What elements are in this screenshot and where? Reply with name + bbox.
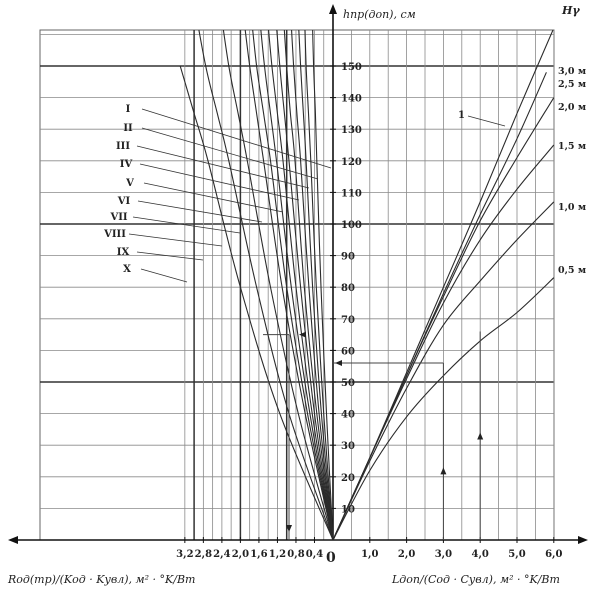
left-curve-4 xyxy=(268,30,334,540)
left-curve-label: II xyxy=(123,123,133,134)
left-curve-label: I xyxy=(126,104,131,115)
left-tick-label: 2,0 xyxy=(232,549,249,560)
guide-arrow xyxy=(299,331,307,338)
h-gamma-label: 2,0 м xyxy=(558,102,586,113)
guide-arrow xyxy=(286,525,293,532)
left-extra-curve xyxy=(222,30,334,540)
h-gamma-label: 1,0 м xyxy=(558,202,586,213)
left-tick-label: 2,8 xyxy=(195,549,212,560)
right-axis-arrow xyxy=(578,536,588,544)
curve-leader-line xyxy=(136,145,310,189)
curve-leader-line xyxy=(143,182,284,213)
h-gamma-title: Hγ xyxy=(561,4,580,17)
left-tick-label: 3,2 xyxy=(176,549,193,560)
h-gamma-label: 0,5 м xyxy=(558,265,586,276)
origin-label: 0 xyxy=(326,550,336,566)
left-curve-label: X xyxy=(123,264,131,275)
h-gamma-label: 1,5 м xyxy=(558,141,586,152)
curve-leader-line xyxy=(140,268,188,283)
left-axis-arrow xyxy=(8,536,18,544)
h-tick-label: 90 xyxy=(341,252,355,263)
left-curve-label: VI xyxy=(117,196,131,207)
left-curve-label: VIII xyxy=(103,229,126,240)
right-curve-4 xyxy=(332,144,554,540)
guide-arrow xyxy=(477,432,484,440)
curve-leader-line xyxy=(141,127,319,180)
left-curve-5 xyxy=(276,30,334,540)
right-curve-5 xyxy=(332,201,554,540)
curve-leader-line xyxy=(132,216,241,234)
left-curve-9 xyxy=(304,30,334,540)
h-axis-arrow xyxy=(329,4,337,14)
right-tick-label: 1,0 xyxy=(361,549,378,560)
h-tick-label: 130 xyxy=(341,125,362,136)
left-curve-1 xyxy=(244,30,334,540)
left-tick-label: 1,6 xyxy=(250,549,267,560)
h-tick-label: 30 xyxy=(341,441,355,452)
h-tick-label: 140 xyxy=(341,94,362,105)
guide-arrow xyxy=(440,467,447,475)
left-tick-label: 2,4 xyxy=(213,549,230,560)
right-tick-label: 4,0 xyxy=(471,549,488,560)
h-axis-title: hпр(доп), см xyxy=(343,8,416,21)
right-annotation-label: 1 xyxy=(458,110,465,121)
left-curve-label: VII xyxy=(109,212,127,223)
h-tick-label: 110 xyxy=(341,188,362,199)
left-curve-label: IX xyxy=(117,247,130,258)
curve-leader-line xyxy=(136,251,204,261)
h-tick-label: 20 xyxy=(341,473,355,484)
right-tick-label: 5,0 xyxy=(508,549,525,560)
h-gamma-label: 3,0 м xyxy=(558,66,586,77)
right-axis-title: Lдоп/(Cод · Cувл), м² · °K/Вт xyxy=(391,573,560,586)
h-tick-label: 120 xyxy=(341,157,362,168)
left-curve-label: III xyxy=(116,141,130,152)
left-curve-7 xyxy=(291,30,334,540)
left-curve-10 xyxy=(312,30,334,540)
left-curve-8 xyxy=(298,30,334,540)
left-curve-3 xyxy=(260,30,334,540)
annotation-leader xyxy=(467,115,506,127)
curve-leader-line xyxy=(139,163,300,201)
left-tick-label: 0,8 xyxy=(287,549,304,560)
grid-layer xyxy=(8,4,588,544)
left-curve-label: V xyxy=(125,178,134,189)
left-tick-label: 1,2 xyxy=(269,549,286,560)
curve-layer xyxy=(179,30,554,540)
right-tick-label: 2,0 xyxy=(398,549,415,560)
curve-leader-line xyxy=(141,108,332,169)
h-tick-label: 150 xyxy=(341,62,362,73)
h-tick-label: 40 xyxy=(341,410,355,421)
guide-arrow xyxy=(335,360,342,367)
left-tick-label: 0,4 xyxy=(306,549,323,560)
h-tick-label: 80 xyxy=(341,283,355,294)
curve-leader-line xyxy=(128,233,223,247)
h-tick-label: 100 xyxy=(341,220,362,231)
h-tick-label: 60 xyxy=(341,346,355,357)
right-tick-label: 3,0 xyxy=(435,549,452,560)
h-tick-label: 70 xyxy=(341,315,355,326)
h-tick-label: 10 xyxy=(341,504,355,515)
left-axis-title: Rод(тр)/(Kод · Kувл), м² · °K/Вт xyxy=(7,573,195,586)
h-tick-label: 50 xyxy=(341,378,355,389)
left-curve-label: IV xyxy=(120,159,133,170)
left-extra-curve xyxy=(179,65,334,540)
curve-leader-line xyxy=(137,200,263,223)
right-tick-label: 6,0 xyxy=(545,549,562,560)
left-curve-2 xyxy=(252,30,334,540)
left-curve-6 xyxy=(283,30,334,540)
h-gamma-label: 2,5 м xyxy=(558,79,586,90)
